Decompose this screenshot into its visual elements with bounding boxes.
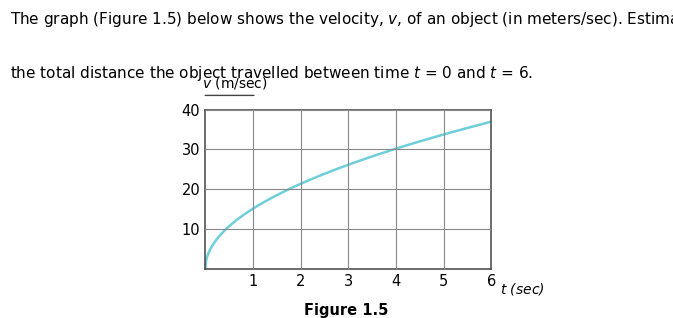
Text: Figure 1.5: Figure 1.5 bbox=[304, 303, 389, 318]
Text: $t$ (sec): $t$ (sec) bbox=[500, 281, 544, 297]
Text: $v$ (m/sec): $v$ (m/sec) bbox=[203, 75, 269, 91]
Text: The graph (Figure 1.5) below shows the velocity, $v$, of an object (in meters/se: The graph (Figure 1.5) below shows the v… bbox=[10, 10, 673, 29]
Text: the total distance the object travelled between time $t$ = 0 and $t$ = 6.: the total distance the object travelled … bbox=[10, 64, 533, 83]
